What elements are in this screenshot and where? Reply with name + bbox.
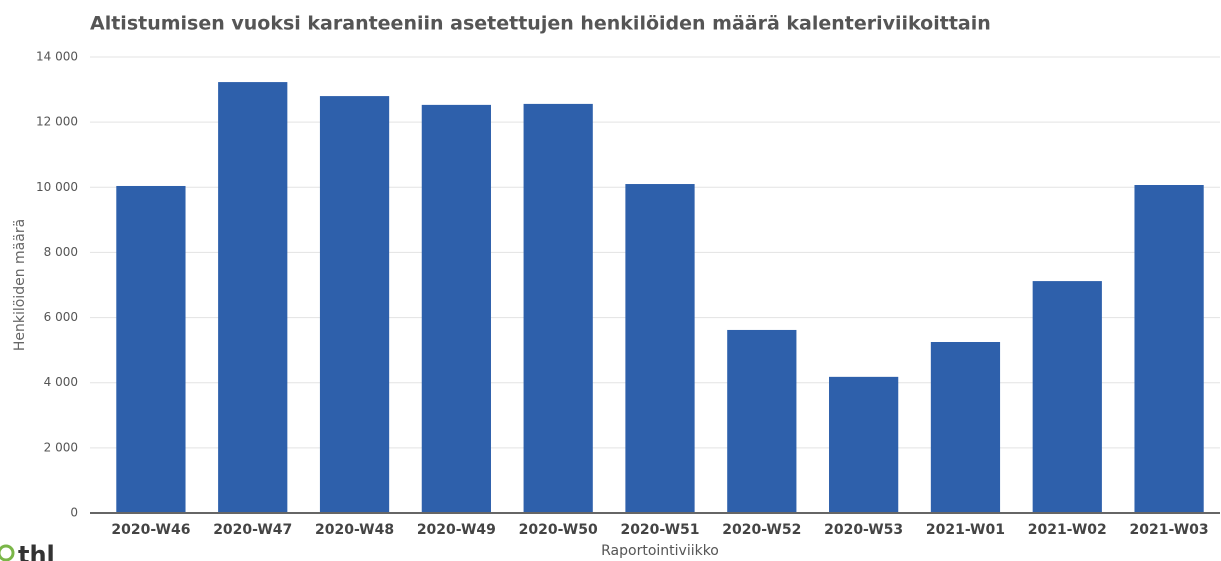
- y-tick-label: 8 000: [44, 245, 78, 259]
- y-tick-label: 6 000: [44, 310, 78, 324]
- x-tick-label: 2020-W53: [824, 522, 903, 538]
- bar: [116, 185, 186, 514]
- x-tick-label: 2021-W02: [1028, 522, 1107, 538]
- bar: [625, 184, 695, 513]
- x-tick-label: 2020-W48: [315, 522, 394, 538]
- bar: [1032, 281, 1102, 513]
- y-tick-label: 2 000: [44, 440, 78, 454]
- bar: [218, 82, 288, 513]
- bar: [829, 376, 899, 513]
- x-tick-label: 2020-W51: [620, 522, 699, 538]
- chart-title: Altistumisen vuoksi karanteeniin asetett…: [90, 13, 991, 35]
- x-tick-label: 2021-W03: [1130, 522, 1209, 538]
- x-tick-label: 2021-W01: [926, 522, 1005, 538]
- x-tick-label: 2020-W50: [519, 522, 598, 538]
- y-axis-label: Henkilöiden määrä: [12, 219, 28, 351]
- y-tick-label: 14 000: [36, 50, 78, 64]
- y-tick-label: 12 000: [36, 115, 78, 129]
- bar: [421, 104, 491, 513]
- y-tick-label: 10 000: [36, 180, 78, 194]
- bar: [930, 342, 1001, 513]
- x-tick-label: 2020-W46: [111, 522, 190, 538]
- bar: [1134, 185, 1204, 513]
- y-tick-label: 4 000: [44, 375, 78, 389]
- bar: [727, 329, 797, 513]
- bar: [523, 103, 593, 513]
- x-tick-label: 2020-W52: [722, 522, 801, 538]
- x-tick-label: 2020-W47: [213, 522, 292, 538]
- x-tick-label: 2020-W49: [417, 522, 496, 538]
- x-axis-label: Raportointiviikko: [601, 543, 719, 559]
- bar: [319, 96, 390, 513]
- logo-icon: [0, 544, 15, 561]
- y-tick-label: 0: [70, 506, 78, 520]
- logo: thl: [18, 541, 55, 561]
